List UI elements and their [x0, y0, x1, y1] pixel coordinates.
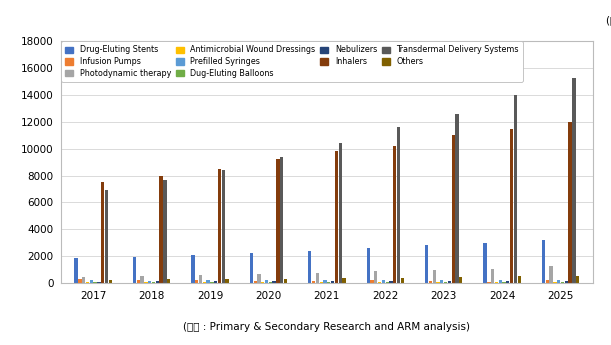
Bar: [210, 282, 214, 283]
Bar: [338, 144, 342, 283]
Bar: [549, 266, 553, 283]
Bar: [323, 280, 327, 283]
Bar: [97, 282, 101, 283]
Bar: [280, 157, 284, 283]
Bar: [191, 255, 195, 283]
Bar: [386, 282, 389, 283]
Bar: [378, 282, 381, 283]
Bar: [568, 122, 572, 283]
Bar: [269, 282, 272, 283]
Bar: [261, 282, 265, 283]
Bar: [218, 169, 221, 283]
Bar: [459, 277, 463, 283]
Bar: [483, 243, 487, 283]
Bar: [163, 180, 167, 283]
Bar: [167, 279, 170, 283]
Bar: [576, 276, 579, 283]
Bar: [455, 114, 459, 283]
Bar: [397, 127, 400, 283]
Legend: Drug-Eluting Stents, Infusion Pumps, Photodynamic therapy, Antimicrobial Wound D: Drug-Eluting Stents, Infusion Pumps, Pho…: [61, 41, 523, 82]
Bar: [331, 281, 334, 283]
Bar: [518, 276, 521, 283]
Bar: [312, 281, 315, 283]
Bar: [335, 151, 338, 283]
Bar: [320, 282, 323, 283]
Bar: [109, 280, 112, 283]
Bar: [133, 257, 136, 283]
Bar: [487, 282, 491, 283]
Bar: [448, 281, 451, 283]
Bar: [374, 272, 378, 283]
Bar: [273, 281, 276, 283]
Bar: [327, 282, 331, 283]
Bar: [367, 248, 370, 283]
Bar: [148, 280, 152, 283]
Bar: [506, 281, 510, 283]
Bar: [502, 282, 506, 283]
Bar: [207, 280, 210, 283]
Bar: [90, 280, 93, 283]
Bar: [495, 282, 498, 283]
Bar: [429, 281, 432, 283]
Bar: [401, 278, 404, 283]
Bar: [316, 273, 319, 283]
Bar: [370, 280, 374, 283]
Bar: [557, 280, 560, 283]
Bar: [195, 280, 199, 283]
Bar: [440, 280, 444, 283]
Bar: [203, 282, 206, 283]
Bar: [93, 282, 97, 283]
Bar: [214, 281, 218, 283]
Bar: [308, 251, 312, 283]
Bar: [499, 280, 502, 283]
Bar: [542, 240, 545, 283]
Bar: [199, 275, 202, 283]
Bar: [276, 159, 280, 283]
Bar: [257, 274, 261, 283]
Bar: [553, 282, 557, 283]
Bar: [452, 135, 455, 283]
Bar: [137, 280, 140, 283]
Text: (단위 : 백만달러): (단위 : 백만달러): [607, 15, 611, 25]
Bar: [254, 281, 257, 283]
Bar: [284, 279, 287, 283]
Bar: [572, 78, 576, 283]
Bar: [382, 280, 385, 283]
Bar: [389, 281, 393, 283]
Bar: [491, 269, 494, 283]
Bar: [144, 282, 148, 283]
Bar: [342, 278, 346, 283]
Bar: [141, 276, 144, 283]
Bar: [425, 245, 428, 283]
Bar: [222, 169, 225, 283]
Bar: [78, 279, 82, 283]
Bar: [433, 270, 436, 283]
Bar: [105, 190, 108, 283]
Bar: [101, 182, 104, 283]
Bar: [444, 282, 447, 283]
Bar: [86, 282, 89, 283]
Bar: [250, 253, 253, 283]
Bar: [565, 281, 568, 283]
Bar: [75, 258, 78, 283]
Bar: [225, 279, 229, 283]
Bar: [436, 282, 440, 283]
Text: (자료 : Primary & Secondary Research and ARM analysis): (자료 : Primary & Secondary Research and A…: [183, 322, 470, 332]
Bar: [393, 146, 397, 283]
Bar: [265, 280, 268, 283]
Bar: [510, 129, 513, 283]
Bar: [159, 176, 163, 283]
Bar: [82, 277, 86, 283]
Bar: [156, 282, 159, 283]
Bar: [546, 280, 549, 283]
Bar: [561, 282, 564, 283]
Bar: [514, 95, 517, 283]
Bar: [152, 282, 155, 283]
